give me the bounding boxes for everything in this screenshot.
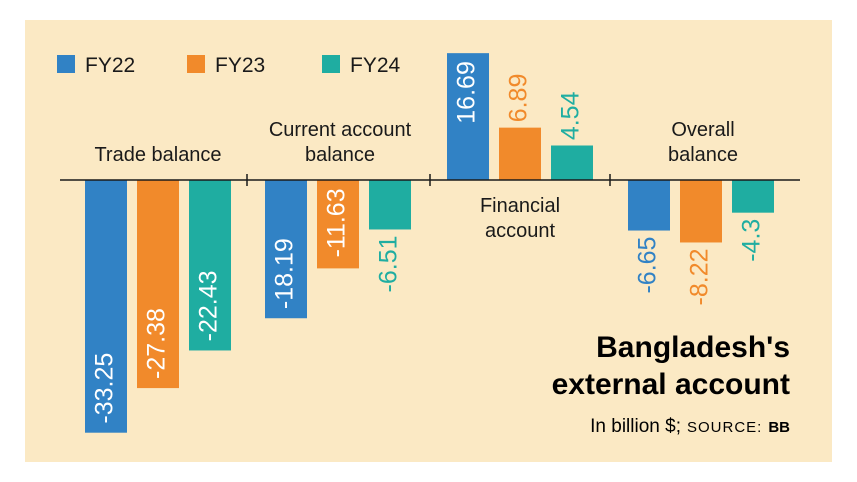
category-label: Overall (671, 119, 734, 141)
bar-fy24 (189, 180, 231, 351)
category-label: balance (668, 144, 738, 166)
bar-fy22 (85, 180, 127, 433)
legend-label-fy23: FY23 (215, 54, 265, 77)
legend-label-fy24: FY24 (350, 54, 401, 77)
bars: -33.25 -18.19 16.69 -6.65 -27.38 -11.63 6.89 -8… (85, 53, 774, 433)
chart-subtitle: In billion $; SOURCE: BB (590, 416, 790, 437)
data-label-fy22: 16.69 (453, 61, 481, 124)
bar-fy24 (369, 180, 411, 230)
data-label-fy24: -22.43 (195, 270, 223, 341)
legend-label-fy22: FY22 (85, 54, 135, 77)
bar-fy22 (265, 180, 307, 319)
category-label: account (485, 220, 555, 242)
bar-fy23 (137, 180, 179, 389)
subtitle-text: In billion $; (590, 416, 681, 437)
data-label-fy23: -8.22 (686, 248, 714, 305)
legend-swatch-fy23 (187, 55, 205, 73)
bar-fy24 (732, 180, 774, 213)
category-label: Current account (269, 119, 412, 141)
data-label-fy22: -6.65 (634, 237, 662, 294)
bar-fy23 (317, 180, 359, 269)
data-label-fy24: 4.54 (557, 91, 585, 140)
data-label-fy23: 6.89 (505, 74, 533, 123)
data-label-fy23: -27.38 (143, 308, 171, 379)
chart-title-line-1: Bangladesh's (596, 331, 790, 364)
bar-fy22 (447, 53, 489, 180)
bar-fy24 (551, 145, 593, 180)
bar-fy22 (628, 180, 670, 231)
legend-swatch-fy22 (57, 55, 75, 73)
data-label-fy24: -4.3 (738, 219, 766, 262)
category-labels: Trade balance Current account balance Finan… (94, 119, 738, 242)
source-value: BB (768, 419, 790, 436)
data-label-fy23: -11.63 (323, 188, 351, 257)
data-label-fy24: -6.51 (375, 235, 403, 292)
bar-fy23 (680, 180, 722, 243)
category-label: balance (305, 144, 375, 166)
chart-title-line-2: external account (552, 368, 790, 401)
source-label: SOURCE: (687, 419, 762, 436)
data-label-fy22: -18.19 (271, 238, 299, 309)
axis-ticks (246, 174, 611, 186)
legend-swatch-fy24 (322, 55, 340, 73)
bar-fy23 (499, 127, 541, 180)
category-label: Trade balance (94, 144, 221, 166)
data-label-fy22: -33.25 (91, 353, 119, 424)
legend: FY22 FY23 FY24 (57, 54, 401, 77)
category-label: Financial (480, 195, 560, 217)
